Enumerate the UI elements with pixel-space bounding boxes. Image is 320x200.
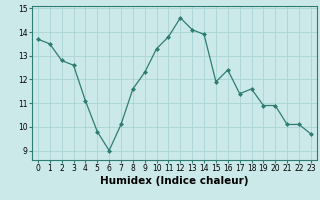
X-axis label: Humidex (Indice chaleur): Humidex (Indice chaleur) bbox=[100, 176, 249, 186]
